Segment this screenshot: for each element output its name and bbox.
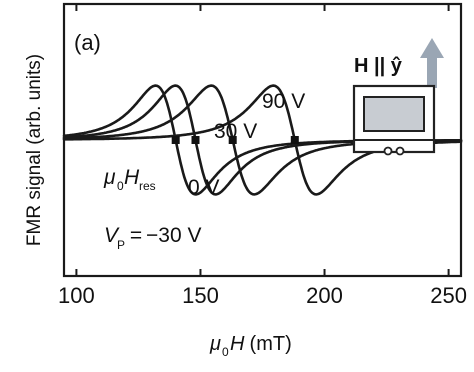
x-tick-label: 150 [182,283,219,308]
x-ticks: 100 150 200 250 [58,4,467,308]
x-tick-label: 200 [306,283,343,308]
plot-frame [62,2,463,278]
vp-sub: P [117,238,125,252]
device-icon [352,84,436,156]
curve-label-neg30v: −30 V [146,224,201,247]
resonance-field-label: μ 0 H res [103,166,156,193]
field-direction-text: H || ŷ [354,55,403,77]
x-tick-label: 250 [430,283,467,308]
resonance-marker-0v [191,136,200,144]
res-h-sub: res [139,179,156,193]
xlabel-var: H [230,333,245,355]
curve-label-90v: 90 V [262,90,305,113]
xlabel-mu-sub: 0 [222,345,229,359]
inset: H || ŷ [352,38,444,156]
x-tick-label: 100 [58,283,95,308]
resonance-marker-30v [228,136,237,144]
vp-eq: = [124,224,148,247]
vp-var: V [104,224,120,247]
resonance-marker-90v [290,136,299,144]
field-arrow-icon [420,38,444,88]
res-mu-sub: 0 [117,179,124,193]
curve-label-30v: 30 V [214,120,257,143]
xlabel-unit: (mT) [244,333,292,355]
panel-label: (a) [74,30,101,55]
res-h: H [124,166,140,189]
res-mu: μ [103,166,116,189]
curve-label-0v: 0 V [188,176,220,199]
marker-group [171,136,299,144]
voltage-label: V P = −30 V [104,224,201,252]
y-axis-title: FMR signal (arb. units) [24,54,45,246]
x-axis-title: μ 0 H (mT) [209,333,292,359]
resonance-marker-30v [171,136,180,144]
xlabel-mu: μ [209,333,221,355]
